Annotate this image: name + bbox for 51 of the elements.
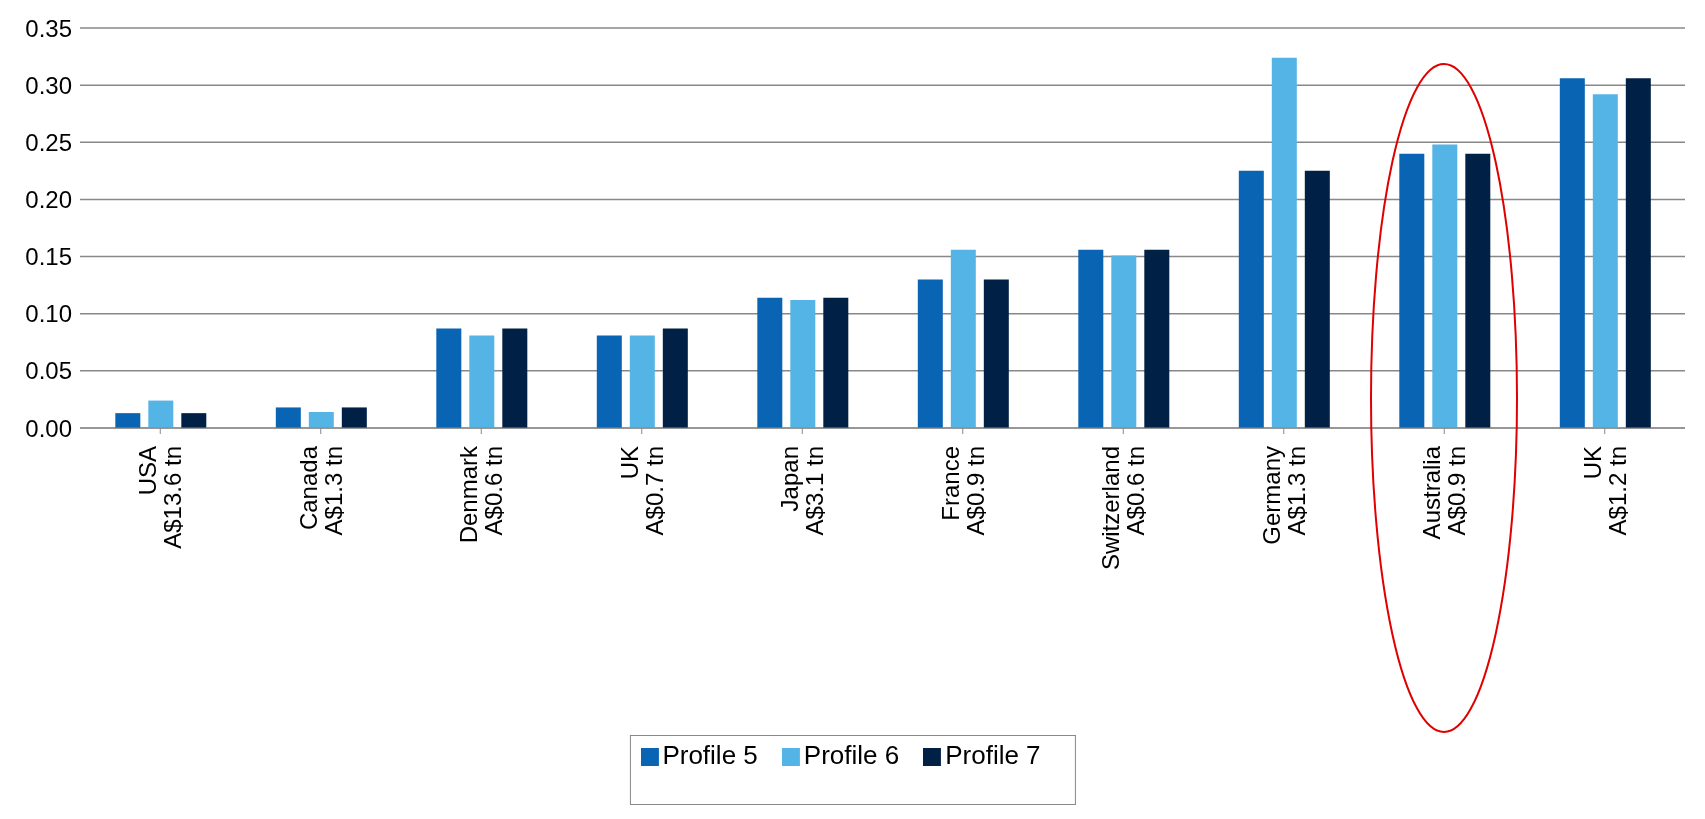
bar [1078, 249, 1104, 428]
y-tick-label: 0.25 [25, 128, 72, 156]
bar [1465, 153, 1491, 428]
bar [790, 300, 816, 428]
legend-label: Profile 6 [803, 740, 900, 770]
bar [181, 413, 207, 428]
bar [1625, 78, 1651, 428]
y-tick-label: 0.20 [25, 185, 72, 213]
bar [1399, 153, 1425, 428]
bar [1238, 170, 1264, 428]
bar [629, 335, 655, 428]
x-tick-label: Switzerland A$0.6 tn [1097, 446, 1150, 571]
bar [1144, 249, 1170, 428]
bar [917, 279, 943, 428]
x-tick-label: Japan A$3.1 tn [776, 446, 829, 536]
bar [1559, 78, 1585, 428]
x-tick-label: Germany A$1.3 tn [1257, 446, 1310, 545]
bar [502, 328, 528, 428]
y-tick-label: 0.05 [25, 357, 72, 385]
legend-label: Profile 5 [662, 740, 758, 770]
x-tick-label: Denmark A$0.6 tn [455, 445, 508, 544]
bar [596, 335, 622, 428]
x-tick-label: UK A$0.7 tn [615, 446, 668, 536]
y-tick-label: 0.35 [25, 14, 72, 42]
bar [1304, 170, 1330, 428]
bar [1111, 255, 1137, 428]
y-tick-label: 0.15 [25, 243, 72, 271]
x-tick-label: USA A$13.6 tn [134, 446, 187, 549]
bar [1592, 94, 1618, 428]
bar [757, 297, 783, 428]
x-tick-label: Australia A$0.9 tn [1418, 445, 1471, 540]
bar [823, 297, 849, 428]
bar [436, 328, 462, 428]
bar [469, 335, 495, 428]
x-tick-label: France A$0.9 tn [936, 446, 989, 536]
x-tick-label: UK A$1.2 tn [1578, 446, 1631, 536]
bar [341, 407, 367, 428]
bar [983, 279, 1009, 428]
y-tick-label: 0.10 [25, 300, 72, 328]
bar [148, 400, 174, 428]
y-tick-label: 0.00 [25, 414, 72, 442]
legend-label: Profile 7 [945, 740, 1041, 770]
bar [1271, 57, 1297, 428]
x-tick-label: Canada A$1.3 tn [294, 445, 347, 536]
bar [1432, 144, 1458, 428]
y-tick-label: 0.30 [25, 71, 72, 99]
bar [275, 407, 301, 428]
bar [662, 328, 688, 428]
bar [950, 249, 976, 428]
bar [308, 412, 334, 428]
bar [115, 413, 141, 428]
